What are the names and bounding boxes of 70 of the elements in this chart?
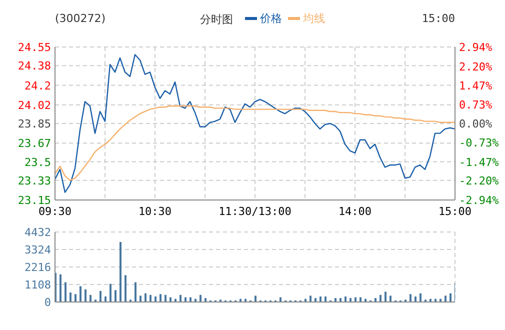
y2-tick-label: 2.94% (459, 41, 492, 54)
y-tick-label: 4432 (24, 226, 51, 239)
y-tick-label: 24.02 (18, 98, 51, 112)
bar (144, 293, 146, 302)
bar (414, 296, 416, 302)
bar (110, 284, 112, 302)
bar (74, 294, 76, 302)
x-tick-label: 09:30 (38, 205, 72, 218)
y-tick-label: 3324 (24, 244, 52, 256)
bar (160, 294, 162, 302)
bar (134, 282, 136, 302)
bar (390, 296, 392, 302)
bar (450, 293, 452, 302)
bar (154, 296, 156, 302)
bar (114, 290, 116, 302)
x-tick-label: 11:30/13:00 (218, 205, 292, 218)
y2-tick-label: -0.73% (459, 136, 500, 150)
bar (420, 293, 422, 302)
bar (200, 294, 202, 302)
y2-tick-label: -1.47% (459, 156, 500, 169)
y-tick-label: 23.33 (18, 174, 51, 188)
bar (310, 296, 312, 302)
bar (344, 296, 346, 302)
y2-tick-label: 2.20% (459, 60, 492, 74)
chart-title: (300272) (55, 12, 106, 25)
y2-tick-label: 1.47% (459, 79, 492, 92)
bar (254, 296, 256, 302)
bar (164, 294, 166, 302)
y2-tick-label: 0.73% (459, 98, 492, 112)
y-tick-label: 2216 (24, 261, 51, 274)
bar (80, 286, 82, 302)
bar (84, 289, 86, 302)
bar (380, 294, 382, 302)
chart-subtitle: 分时图 (200, 12, 233, 27)
bar (320, 296, 322, 302)
bar (444, 296, 446, 302)
x-tick-label: 15:00 (438, 205, 472, 218)
x-tick-label: 14:00 (338, 205, 372, 218)
bar (124, 275, 126, 302)
text: 15:00 (422, 12, 455, 25)
bar (150, 294, 152, 302)
y-tick-label: 23.85 (18, 118, 51, 130)
bar (70, 292, 72, 302)
bar (60, 274, 62, 302)
bar (180, 294, 182, 302)
bar (104, 296, 106, 302)
y-tick-label: 23.15 (18, 194, 51, 207)
bar (90, 294, 92, 302)
y-tick-label: 24.38 (18, 60, 51, 73)
y-tick-label: 1108 (24, 278, 51, 292)
y-tick-label: 23.67 (18, 137, 51, 150)
bar (140, 296, 142, 302)
y-tick-label: 24.55 (18, 41, 51, 54)
y-tick-label: 23.5 (24, 156, 51, 169)
bar (64, 282, 66, 302)
bar (410, 294, 412, 302)
legend-label: 价格 (259, 11, 282, 26)
bar (384, 292, 386, 302)
bar (100, 290, 102, 302)
x-tick-label: 10:30 (138, 205, 172, 218)
y-tick-label: 0 (44, 296, 51, 309)
legend-label: 均线 (302, 11, 325, 26)
y2-tick-label: -2.94% (459, 194, 500, 207)
y2-tick-label: -2.20% (459, 174, 500, 188)
y-tick-label: 24.2 (24, 79, 51, 92)
y2-tick-label: 0.00% (459, 118, 492, 130)
line-series (55, 105, 455, 181)
bar (324, 296, 326, 302)
bar (120, 242, 122, 302)
line-series (55, 54, 455, 193)
